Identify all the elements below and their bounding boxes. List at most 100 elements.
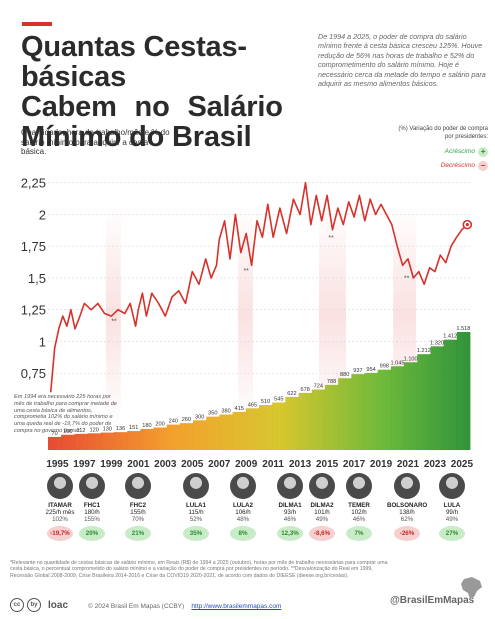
legend-increase: Acréscimo + [398,147,488,157]
x-tick-label: 2005 [181,459,204,470]
hours-bar-label: 100 [63,429,72,435]
president-hours: 115/h [188,509,204,516]
hours-bar-label: 112 [77,428,86,434]
x-tick-label: 1995 [46,459,69,470]
x-tick-label: 2007 [208,459,231,470]
hours-bar [311,389,326,450]
by-license-icon: by [27,598,41,612]
hours-bar [364,372,379,450]
x-tick-label: 2019 [370,459,393,470]
hours-bar-label: 937 [353,368,362,374]
y-tick-label: 1,75 [21,239,46,254]
valley-mark: ** [111,319,117,326]
hours-bar-label: 350 [208,411,217,417]
president-name: BOLSONARO [387,502,428,509]
hours-bar-label: 380 [221,408,230,414]
title-line-1: Quantas Cestas-básicas [21,31,247,93]
hours-bar [430,346,445,450]
hours-bar-label: 1.412 [443,334,457,340]
x-tick-label: 2009 [235,459,258,470]
president-photo [183,473,209,499]
president-salary-pct: 155% [84,516,100,523]
president-photo [309,473,335,499]
hours-bar [351,374,365,450]
cc-license-icon: cc [10,598,24,612]
hours-bar-label: 1.320 [430,340,444,346]
hours-bar-label: 880 [340,372,349,378]
president-photo [79,473,105,499]
hours-bar [153,427,168,450]
website-link[interactable]: http://www.brasilemmapas.com [191,603,282,610]
president-variation-badge: 8% [230,526,256,541]
intro-text: De 1994 a 2025, o poder de compra do sal… [318,32,486,89]
hours-bar-label: 465 [248,402,257,408]
y-tick-label: 0,75 [21,366,46,381]
hours-bar-label: 510 [261,399,270,405]
y-tick-label: 2,25 [21,176,46,191]
president-salary-pct: 49% [445,516,459,523]
hours-bars [48,332,471,450]
x-tick-label: 1997 [73,459,96,470]
x-tick-label: 2011 [262,459,284,470]
legend: (%) Variação do poder de compra por pres… [398,126,488,171]
footnote: *Relevante no quantidade de cestas básic… [10,560,388,579]
president-hours: 93/h [283,509,297,516]
president-name: LULA2 [233,502,253,509]
hours-bar-label: 180 [142,423,151,429]
x-tick-label: 2013 [289,459,312,470]
credit-text: © 2024 Brasil Em Mapas (CCBY) [88,603,185,610]
president-photo [346,473,372,499]
president-hours: 155/h [130,509,146,516]
valley-mark: ** [243,268,249,275]
x-tick-label: 2025 [451,459,474,470]
president-photo [439,473,465,499]
hours-bar [140,428,154,450]
x-tick-label: 2001 [127,459,150,470]
president-photo [125,473,151,499]
x-tick-label: 2015 [316,459,339,470]
title-line-2: Cabem no Salário [21,91,283,123]
crisis-band [238,205,253,425]
hours-bar-label: 998 [380,364,389,370]
president-name: DILMA1 [278,502,302,509]
hours-labels: 70 100 112 120 130 136 151 180 200 240 260 300 350 38… [51,326,470,437]
loac-logo: loac [48,599,69,611]
president-card: LULA1 115/h 52% 35% [176,473,216,541]
president-card: DILMA1 93/h 46% 12,3% [270,473,310,541]
hours-bar-label: 136 [116,426,125,432]
hours-bar-label: 1.212 [417,348,431,354]
x-tick-label: 2017 [343,459,366,470]
president-variation-badge: -8,6% [309,526,335,541]
hours-bar-label: 954 [366,367,375,373]
x-tick-label: 2003 [154,459,177,470]
president-variation-badge: 20% [79,526,105,541]
y-tick-label: 2 [39,207,46,222]
hours-bar [193,420,207,450]
minus-icon: − [478,161,488,171]
x-tick-label: 2023 [424,459,447,470]
president-name: LULA [443,502,461,509]
president-photo [394,473,420,499]
hours-bar [87,433,102,450]
legend-increase-label: Acréscimo [444,148,475,156]
president-card: ITAMAR 225/h mês 102% -19,7% [40,473,80,541]
hours-bar [179,423,194,450]
footer-credit: © 2024 Brasil Em Mapas (CCBY) http://www… [88,603,281,610]
hours-bar [100,432,115,450]
y-axis-labels: 0,75 1 1,25 1,5 1,75 2 2,25 [21,176,46,382]
hours-bar [443,339,458,450]
valley-marks: ** ** ** ** [111,235,409,326]
president-salary-pct: 46% [352,516,366,523]
hours-bar [127,431,141,450]
hours-bar-label: 300 [195,414,204,420]
president-photo [277,473,303,499]
legend-decrease: Decréscimo − [398,161,488,171]
president-name: LULA1 [186,502,206,509]
hours-bar [259,405,273,450]
president-salary-pct: 70% [131,516,145,523]
president-name: ITAMAR [48,502,72,509]
hours-bar-label: 260 [182,417,191,423]
page-title: Quantas Cestas-básicas Cabem no Salário … [21,32,321,152]
hours-bar-label: 240 [169,419,178,425]
hours-bar [74,433,88,450]
